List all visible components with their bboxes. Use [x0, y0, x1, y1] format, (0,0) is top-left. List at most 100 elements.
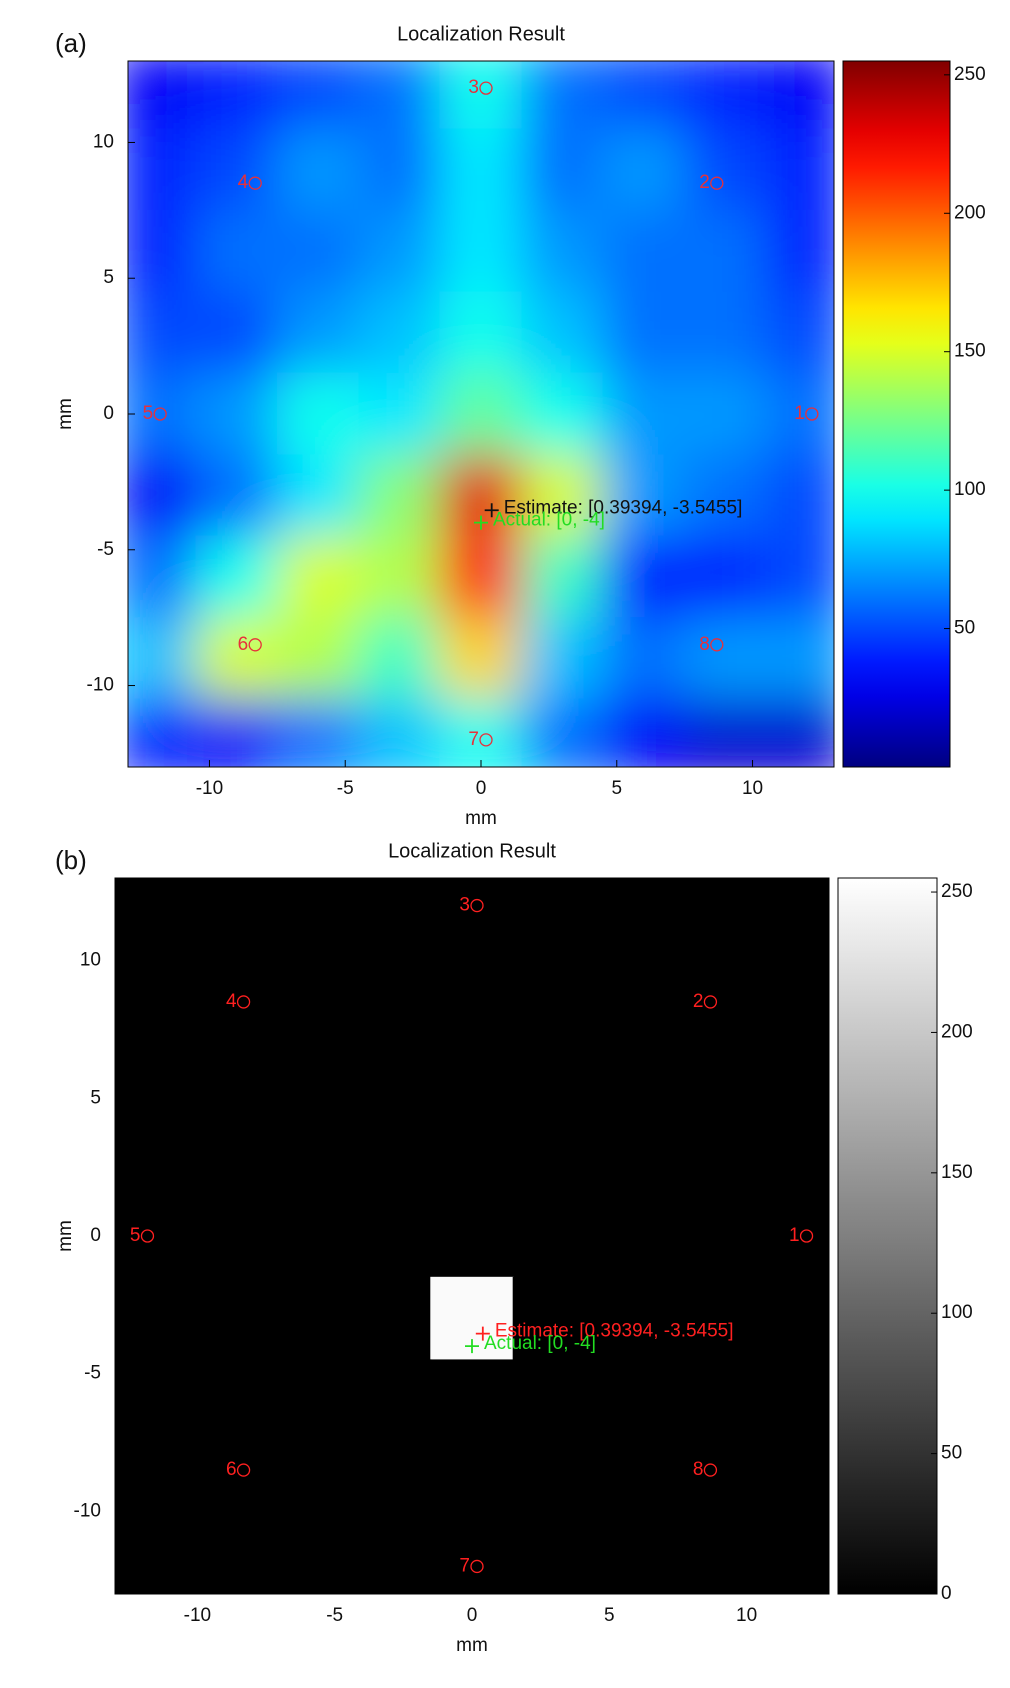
heatmap-cell [677, 1442, 761, 1526]
sensor-label: 5 [130, 1225, 141, 1246]
y-tick-label: 10 [80, 950, 101, 971]
sensor-marker [470, 1559, 484, 1574]
sensor-marker [710, 176, 724, 190]
heatmap-cell [439, 372, 523, 456]
heatmap-cell [347, 1359, 432, 1444]
heatmap-cell [439, 209, 523, 293]
estimate-label: Estimate: [0.39394, -3.5455] [495, 1321, 734, 1342]
heatmap-cell [765, 128, 834, 211]
heatmap-cell [521, 61, 604, 130]
x-tick-label: -5 [337, 778, 354, 799]
y-tick-label: -5 [97, 539, 114, 560]
colorbar-tick-label: 200 [941, 1021, 973, 1042]
heatmap-cell [265, 1194, 349, 1278]
heatmap-cell [195, 617, 278, 700]
chart-panel: (b) Localization Result-10 -5 0 5 10-10-50510… [55, 840, 973, 1656]
heatmap-cell [430, 1111, 514, 1196]
heatmap-cell [276, 61, 360, 130]
heatmap-cell [521, 535, 604, 619]
heatmap-cell [684, 454, 767, 537]
heatmap-cell [276, 617, 360, 700]
chart-title: Localization Result [388, 840, 556, 862]
heatmap-cell [521, 454, 604, 537]
sensor-label: 7 [459, 1555, 470, 1576]
heatmap-cell [684, 698, 767, 767]
sensor-marker [479, 81, 493, 95]
heatmap-cell [677, 1524, 761, 1594]
sensor-marker [140, 1229, 155, 1243]
heatmap-cell [195, 535, 278, 619]
panel-label: (b) [55, 845, 87, 875]
heatmap-cell [195, 698, 278, 767]
colorbar-tick-label: 200 [954, 202, 986, 223]
heatmap-cell [358, 698, 441, 767]
heatmap-cell [115, 1524, 185, 1594]
sensor-marker [153, 407, 167, 421]
heatmap-cell [115, 1359, 185, 1444]
heatmap-cell [115, 1111, 185, 1196]
heatmap-cell [765, 61, 834, 130]
colorbar-tick-label: 50 [941, 1443, 962, 1464]
heatmap-cell [677, 1111, 761, 1196]
heatmap-cell [765, 454, 834, 537]
heatmap-cell [595, 1442, 679, 1526]
chart-panel: (a) Localization Result -10 -5 0 5 10 -10 -5 0 5 10… [55, 23, 986, 829]
heatmap-cell [765, 291, 834, 374]
heatmap-cell [439, 617, 523, 700]
heatmap-cell [195, 209, 278, 293]
heatmap-cell [128, 372, 197, 456]
colorbar-tick-label: 250 [941, 881, 973, 902]
heatmap-cell [115, 946, 185, 1030]
estimate-label: Estimate: [0.39394, -3.5455] [504, 497, 743, 518]
heatmap-cell [128, 617, 197, 700]
sensor-label: 1 [789, 1225, 800, 1246]
heatmap-cell [195, 454, 278, 537]
heatmap-cell [183, 946, 267, 1030]
y-axis-label: mm [55, 398, 76, 430]
heatmap-cell [521, 128, 604, 211]
heatmap-cell [183, 1111, 267, 1196]
y-tick-label: 0 [90, 1225, 101, 1246]
x-tick-label: -10 [184, 1605, 211, 1626]
sensor-label: 4 [226, 991, 237, 1012]
actual-label: Actual: [0, -4] [493, 510, 605, 531]
colorbar-tick-label: 0 [941, 1583, 952, 1604]
heatmap-cell [684, 617, 767, 700]
heatmap-cell [602, 291, 686, 374]
heatmap-cell [765, 617, 834, 700]
sensor-label: 2 [693, 991, 704, 1012]
heatmap-cell [128, 128, 197, 211]
heatmap-cell [115, 1194, 185, 1278]
y-tick-label: -5 [84, 1363, 101, 1384]
sensor-marker [470, 898, 484, 913]
heatmap-cell [265, 1359, 349, 1444]
heatmap-cell [595, 1524, 679, 1594]
sensor-label: 2 [699, 172, 710, 193]
heatmap-cell [358, 617, 441, 700]
heatmap-cell [595, 1359, 679, 1444]
heatmap-cell [602, 535, 686, 619]
sensor-marker [236, 1463, 251, 1477]
x-tick-label: 5 [611, 778, 622, 799]
heatmap-cell [276, 128, 360, 211]
x-tick-label: -10 [196, 778, 223, 799]
heatmap-cell [430, 1442, 514, 1526]
heatmap-cell [195, 61, 278, 130]
heatmap-cell [115, 1442, 185, 1526]
heatmap-cell [677, 1028, 761, 1113]
heatmap-cell [512, 1276, 597, 1361]
heatmap-cell [595, 1111, 679, 1196]
heatmap-cell [430, 1194, 514, 1278]
heatmap-cell [602, 617, 686, 700]
heatmap-cell [128, 291, 197, 374]
heatmap-cell [512, 1111, 597, 1196]
heatmap-cell [347, 1276, 432, 1361]
heatmap-cell [684, 372, 767, 456]
heatmap-cell [759, 1276, 829, 1361]
heatmap-cell [276, 698, 360, 767]
heatmap-cell [265, 1111, 349, 1196]
heatmap-cell [358, 128, 441, 211]
heatmap-cell [602, 372, 686, 456]
colorbar [837, 877, 938, 1595]
heatmap-cell [759, 878, 829, 948]
